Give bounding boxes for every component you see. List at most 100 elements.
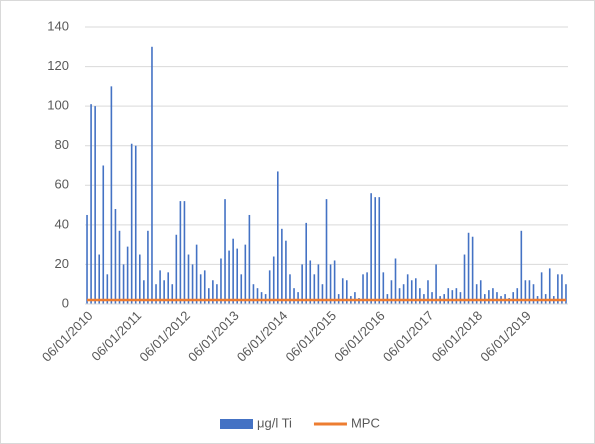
bar — [496, 292, 498, 304]
bar — [90, 104, 92, 305]
bar — [268, 270, 271, 304]
bar — [179, 201, 182, 304]
bar — [216, 284, 218, 304]
bar — [232, 238, 234, 304]
y-tick-label: 140 — [47, 18, 69, 33]
bar — [414, 278, 417, 304]
bar — [382, 272, 385, 304]
bar — [532, 284, 535, 304]
bar — [374, 197, 377, 304]
bar — [252, 284, 255, 304]
bar — [236, 248, 239, 304]
bar — [260, 292, 263, 304]
y-tick-label: 60 — [55, 177, 69, 192]
bar — [362, 274, 364, 304]
bar — [524, 280, 527, 304]
bar — [516, 288, 519, 304]
legend-label: μg/l Ti — [257, 415, 292, 430]
bar — [471, 236, 474, 304]
bar — [134, 145, 137, 304]
bar — [565, 284, 567, 304]
bar — [467, 232, 470, 304]
bar — [419, 288, 421, 304]
bar — [126, 246, 129, 304]
bar — [228, 250, 230, 304]
bar — [321, 284, 324, 304]
bar — [118, 230, 121, 304]
bar — [329, 264, 332, 304]
legend-label: MPC — [351, 415, 380, 430]
bar — [276, 171, 279, 304]
bar — [305, 222, 308, 304]
bar — [171, 284, 174, 304]
y-tick-label: 100 — [47, 98, 69, 113]
bar — [435, 264, 437, 304]
bar — [370, 193, 372, 304]
bar — [313, 274, 316, 304]
bar — [459, 292, 462, 304]
bar — [354, 292, 356, 304]
bar — [548, 268, 551, 304]
bar — [248, 214, 251, 304]
bar — [455, 288, 458, 304]
bar — [151, 46, 153, 305]
bar — [106, 274, 109, 304]
bar — [122, 264, 125, 304]
bar — [333, 260, 336, 304]
bar — [341, 278, 344, 304]
bar — [130, 143, 133, 304]
bar — [463, 254, 466, 304]
bar — [475, 284, 478, 304]
bar — [187, 254, 190, 304]
bar — [102, 165, 105, 304]
bar — [114, 209, 117, 304]
bar — [520, 230, 523, 304]
bar — [528, 280, 531, 304]
bar — [561, 274, 563, 304]
bar — [138, 254, 141, 304]
bar — [94, 106, 96, 305]
bar — [406, 274, 409, 304]
bar — [147, 230, 149, 304]
bar — [297, 292, 299, 304]
bar — [488, 290, 490, 304]
bar — [212, 280, 214, 304]
bar — [378, 197, 381, 304]
bar — [410, 280, 413, 304]
bar — [110, 86, 113, 304]
bar — [325, 199, 328, 304]
bar — [98, 254, 101, 304]
bar — [293, 288, 295, 304]
bar — [289, 274, 291, 304]
bar — [285, 240, 287, 304]
bar — [159, 270, 161, 304]
bar — [492, 288, 494, 304]
bar — [240, 274, 243, 304]
bar — [281, 228, 283, 304]
bar — [86, 214, 88, 304]
bar — [191, 264, 194, 304]
bar — [309, 260, 312, 304]
bar — [163, 280, 165, 304]
bar — [431, 292, 433, 304]
bar — [317, 264, 320, 304]
y-tick-label: 80 — [55, 137, 69, 152]
bar — [394, 258, 397, 304]
bar — [143, 280, 145, 304]
bar — [447, 288, 450, 304]
bar — [390, 280, 393, 304]
bar — [199, 274, 202, 304]
y-tick-label: 120 — [47, 58, 69, 73]
bar — [345, 280, 348, 304]
bar — [512, 292, 515, 304]
bar — [155, 284, 157, 304]
bar — [175, 234, 178, 304]
bar — [451, 290, 454, 304]
bar — [203, 270, 206, 304]
bar — [207, 288, 210, 304]
bar — [244, 244, 247, 304]
bar — [427, 280, 429, 304]
